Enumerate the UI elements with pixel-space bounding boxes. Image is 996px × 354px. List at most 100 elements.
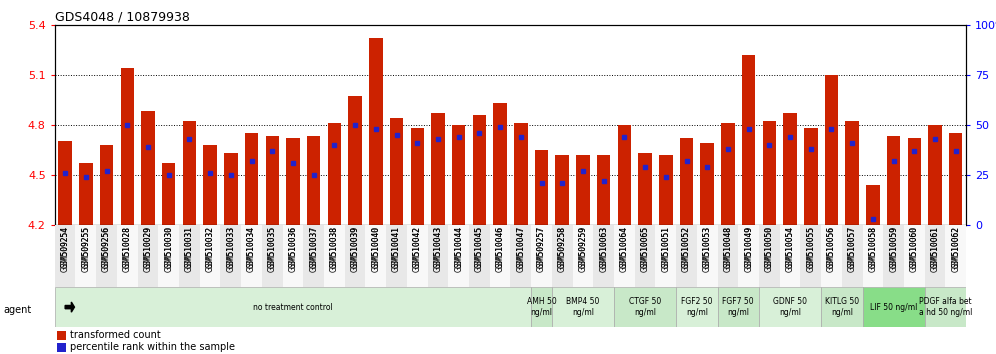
Text: GSM510060: GSM510060 xyxy=(909,226,919,268)
Text: GSM510050: GSM510050 xyxy=(765,226,774,268)
Bar xyxy=(117,225,137,287)
Bar xyxy=(286,138,300,225)
Text: GSM510059: GSM510059 xyxy=(889,226,898,273)
Text: KITLG 50
ng/ml: KITLG 50 ng/ml xyxy=(825,297,859,317)
Bar xyxy=(907,138,921,225)
Bar xyxy=(266,136,279,225)
Text: GSM510032: GSM510032 xyxy=(205,226,214,272)
Bar xyxy=(121,68,134,225)
Bar xyxy=(200,225,220,287)
Text: GSM509259: GSM509259 xyxy=(579,226,588,268)
Text: GSM510030: GSM510030 xyxy=(164,226,173,273)
Bar xyxy=(100,145,114,225)
Bar xyxy=(179,225,200,287)
Text: GSM510048: GSM510048 xyxy=(723,226,732,268)
Bar xyxy=(224,153,238,225)
Text: GSM510051: GSM510051 xyxy=(661,226,670,272)
Text: GSM510044: GSM510044 xyxy=(454,226,463,273)
Text: GSM510064: GSM510064 xyxy=(620,226,628,268)
Text: GSM510050: GSM510050 xyxy=(765,226,774,273)
Bar xyxy=(427,225,448,287)
Text: GSM510056: GSM510056 xyxy=(827,226,836,273)
Text: GSM510036: GSM510036 xyxy=(289,226,298,273)
Text: GSM510051: GSM510051 xyxy=(661,226,670,268)
Text: FGF2 50
ng/ml: FGF2 50 ng/ml xyxy=(681,297,712,317)
Text: GSM510061: GSM510061 xyxy=(930,226,939,272)
Text: GSM510029: GSM510029 xyxy=(143,226,152,268)
Bar xyxy=(904,225,924,287)
Text: GSM510058: GSM510058 xyxy=(869,226,877,268)
Text: GSM510047: GSM510047 xyxy=(516,226,525,273)
Bar xyxy=(742,55,755,225)
Text: GSM510045: GSM510045 xyxy=(475,226,484,268)
Text: GSM510034: GSM510034 xyxy=(247,226,256,273)
Text: GSM510052: GSM510052 xyxy=(682,226,691,272)
Bar xyxy=(867,185,879,225)
Text: GSM509257: GSM509257 xyxy=(537,226,546,268)
Text: GSM510049: GSM510049 xyxy=(744,226,753,273)
Bar xyxy=(618,125,631,225)
Text: agent: agent xyxy=(3,305,31,315)
Bar xyxy=(366,225,386,287)
Bar xyxy=(886,136,900,225)
Bar xyxy=(717,287,759,327)
Bar xyxy=(162,163,175,225)
Bar xyxy=(614,287,676,327)
Bar xyxy=(697,225,717,287)
Text: GSM510029: GSM510029 xyxy=(143,226,152,272)
Bar xyxy=(634,225,655,287)
Bar xyxy=(241,225,262,287)
Text: GSM510054: GSM510054 xyxy=(786,226,795,273)
Bar xyxy=(738,225,759,287)
Bar xyxy=(945,225,966,287)
Bar xyxy=(531,225,552,287)
Bar xyxy=(721,123,735,225)
Bar xyxy=(58,331,66,340)
Text: GSM510060: GSM510060 xyxy=(909,226,919,273)
Text: GSM510046: GSM510046 xyxy=(496,226,505,273)
Text: GSM510044: GSM510044 xyxy=(454,226,463,268)
Text: GSM510040: GSM510040 xyxy=(372,226,380,268)
Bar xyxy=(821,287,863,327)
Bar xyxy=(448,225,469,287)
Text: GSM510046: GSM510046 xyxy=(496,226,505,268)
Bar xyxy=(846,121,859,225)
Bar xyxy=(863,225,883,287)
Bar xyxy=(759,225,780,287)
Bar xyxy=(594,225,614,287)
Text: GSM509256: GSM509256 xyxy=(102,226,112,268)
Bar xyxy=(158,225,179,287)
Text: GSM510028: GSM510028 xyxy=(123,226,131,268)
Bar xyxy=(307,136,321,225)
Text: GSM510049: GSM510049 xyxy=(744,226,753,268)
Text: GSM509258: GSM509258 xyxy=(558,226,567,268)
Text: GSM510063: GSM510063 xyxy=(600,226,609,273)
Bar xyxy=(79,163,93,225)
Bar xyxy=(97,225,117,287)
Text: GSM509259: GSM509259 xyxy=(579,226,588,273)
Bar xyxy=(370,38,382,225)
Bar xyxy=(763,121,776,225)
Text: GSM510034: GSM510034 xyxy=(247,226,256,268)
Bar xyxy=(949,133,962,225)
Text: percentile rank within the sample: percentile rank within the sample xyxy=(70,342,235,352)
Bar xyxy=(531,287,552,327)
Bar xyxy=(58,343,66,352)
Text: GSM510056: GSM510056 xyxy=(827,226,836,268)
Text: GSM510038: GSM510038 xyxy=(330,226,339,268)
Text: GSM510033: GSM510033 xyxy=(226,226,235,268)
Bar xyxy=(552,287,614,327)
Bar xyxy=(407,225,427,287)
Bar xyxy=(469,225,490,287)
Text: no treatment control: no treatment control xyxy=(253,303,333,312)
Bar xyxy=(842,225,863,287)
Bar xyxy=(556,155,569,225)
Bar xyxy=(924,287,966,327)
Text: GSM510053: GSM510053 xyxy=(703,226,712,273)
Bar xyxy=(552,225,573,287)
Bar xyxy=(220,225,241,287)
Text: GSM510028: GSM510028 xyxy=(123,226,131,272)
Text: GSM510053: GSM510053 xyxy=(703,226,712,268)
Text: GSM510062: GSM510062 xyxy=(951,226,960,272)
Bar xyxy=(431,113,444,225)
